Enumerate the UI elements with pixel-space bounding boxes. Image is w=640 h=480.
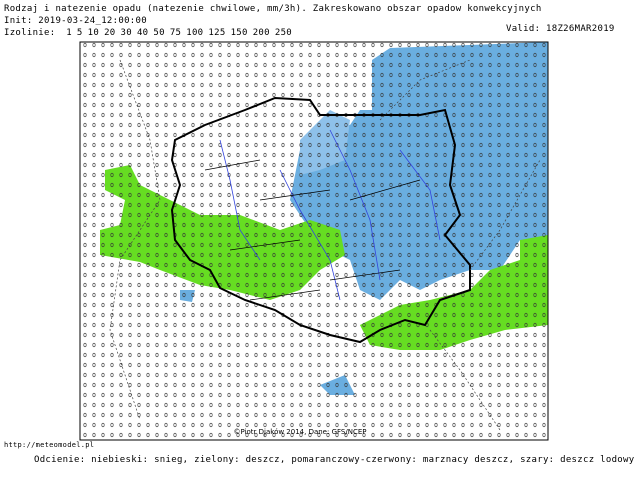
- isoline-value: 250: [274, 28, 293, 38]
- country-border: [170, 96, 471, 344]
- isoline-value: 125: [208, 28, 226, 38]
- isoline-value: 30: [120, 28, 132, 38]
- valid: Valid: 18Z26MAR2019: [506, 24, 615, 34]
- credit: ©Piotr Djaków 2014, Dane: GFS/NCEP: [234, 428, 367, 436]
- isolines: Izolinie: 1 5 10 20 30 40 50 75 100 125 150 200 250: [4, 28, 292, 38]
- isoline-value: 50: [153, 28, 165, 38]
- url: http://meteomodel.pl: [4, 441, 95, 449]
- isoline-value: 75: [169, 28, 182, 38]
- isolines-label: Izolinie:: [4, 28, 56, 38]
- isoline-value: 10: [87, 28, 100, 38]
- isoline-value: 5: [76, 28, 83, 38]
- title: Rodzaj i natezenie opadu (natezenie chwi…: [4, 4, 542, 14]
- isoline-value: 20: [104, 28, 116, 38]
- precip-markers: [80, 42, 548, 440]
- isoline-value: 150: [230, 28, 248, 38]
- map-frame: [79, 41, 549, 441]
- isoline-value: 1: [66, 28, 72, 38]
- legend: Odcienie: niebieski: snieg, zielony: des…: [34, 455, 635, 465]
- init: Init: 2019-03-24_12:00:00: [4, 16, 147, 26]
- isoline-value: 40: [136, 28, 149, 38]
- rivers: [219, 129, 441, 301]
- isoline-value: 200: [252, 28, 270, 38]
- isoline-value: 100: [186, 28, 204, 38]
- province-borders: [204, 159, 421, 301]
- neighbor-borders: [109, 59, 541, 431]
